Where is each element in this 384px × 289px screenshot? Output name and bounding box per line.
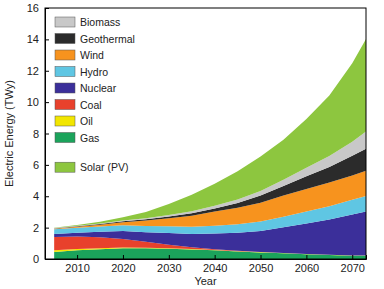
x-axis-title: Year <box>194 275 217 287</box>
legend-label: Geothermal <box>80 33 135 45</box>
y-tick: 10 <box>27 96 49 108</box>
y-axis-title: Electric Energy (TWy) <box>3 80 15 187</box>
legend-label: Gas <box>80 132 99 144</box>
x-tick: 2050 <box>249 255 273 274</box>
legend-swatch <box>55 100 75 110</box>
legend-label: Oil <box>80 115 93 127</box>
x-tick-mark <box>123 255 124 259</box>
y-tick-mark <box>45 228 49 229</box>
x-tick: 2010 <box>65 255 89 274</box>
legend-label: Solar (PV) <box>80 161 128 173</box>
legend-label: Hydro <box>80 66 108 78</box>
x-tick-label: 2040 <box>203 262 227 274</box>
x-tick-mark <box>77 255 78 259</box>
x-tick-label: 2050 <box>249 262 273 274</box>
y-tick-label: 12 <box>27 65 39 77</box>
legend-label: Coal <box>80 99 102 111</box>
legend-swatch <box>55 50 75 60</box>
x-tick: 2070 <box>341 255 365 274</box>
legend: Biomass Geothermal Wind Hydro Nuclear Coal Oil… <box>51 14 135 175</box>
legend-swatch <box>55 17 75 27</box>
y-tick: 12 <box>27 65 49 77</box>
plot: 2010 2020 2030 2040 2050 2060 2070 0 2 4 6 8 10 12 14 1… <box>27 2 367 274</box>
legend-label: Wind <box>80 49 104 61</box>
x-tick: 2020 <box>111 255 135 274</box>
x-tick-mark <box>169 255 170 259</box>
x-tick-mark <box>261 255 262 259</box>
y-tick-mark <box>45 102 49 103</box>
y-tick: 2 <box>33 222 49 234</box>
legend-swatch <box>55 133 75 143</box>
x-tick-label: 2030 <box>157 262 181 274</box>
chart: 2010 2020 2030 2040 2050 2060 2070 0 2 4 6 8 10 12 14 1… <box>0 0 384 289</box>
y-tick: 8 <box>33 128 49 140</box>
y-tick-mark <box>45 165 49 166</box>
y-tick-mark <box>45 71 49 72</box>
legend-swatch <box>55 83 75 93</box>
y-tick-label: 10 <box>27 96 39 108</box>
legend-label: Nuclear <box>80 82 117 94</box>
y-tick-mark <box>45 196 49 197</box>
y-tick: 6 <box>33 159 49 171</box>
y-tick-label: 4 <box>33 190 39 202</box>
x-axis: 2010 2020 2030 2040 2050 2060 2070 <box>46 255 367 274</box>
y-tick: 4 <box>33 190 49 202</box>
y-tick-label: 2 <box>33 222 39 234</box>
legend-swatch <box>55 162 75 172</box>
legend-label: Biomass <box>80 16 120 28</box>
y-tick-label: 14 <box>27 33 39 45</box>
x-tick: 2040 <box>203 255 227 274</box>
x-tick-mark <box>215 255 216 259</box>
y-tick-mark <box>45 134 49 135</box>
y-tick-label: 0 <box>33 253 39 265</box>
y-tick: 14 <box>27 33 49 45</box>
y-tick-mark <box>45 39 49 40</box>
y-axis-line <box>46 9 50 260</box>
x-tick-label: 2070 <box>341 262 365 274</box>
x-tick-label: 2020 <box>111 262 135 274</box>
y-tick-label: 16 <box>27 2 39 14</box>
legend-swatch <box>55 116 75 126</box>
x-tick-label: 2010 <box>65 262 89 274</box>
x-tick-mark <box>352 255 353 259</box>
y-axis: 0 2 4 6 8 10 12 14 16 <box>27 2 49 265</box>
legend-swatch <box>55 34 75 44</box>
legend-swatch <box>55 67 75 77</box>
y-tick-label: 8 <box>33 128 39 140</box>
plot-frame <box>45 8 366 259</box>
y-tick-label: 6 <box>33 159 39 171</box>
x-tick: 2030 <box>157 255 181 274</box>
x-tick-label: 2060 <box>295 262 319 274</box>
x-tick: 2060 <box>295 255 319 274</box>
x-tick-mark <box>306 255 307 259</box>
